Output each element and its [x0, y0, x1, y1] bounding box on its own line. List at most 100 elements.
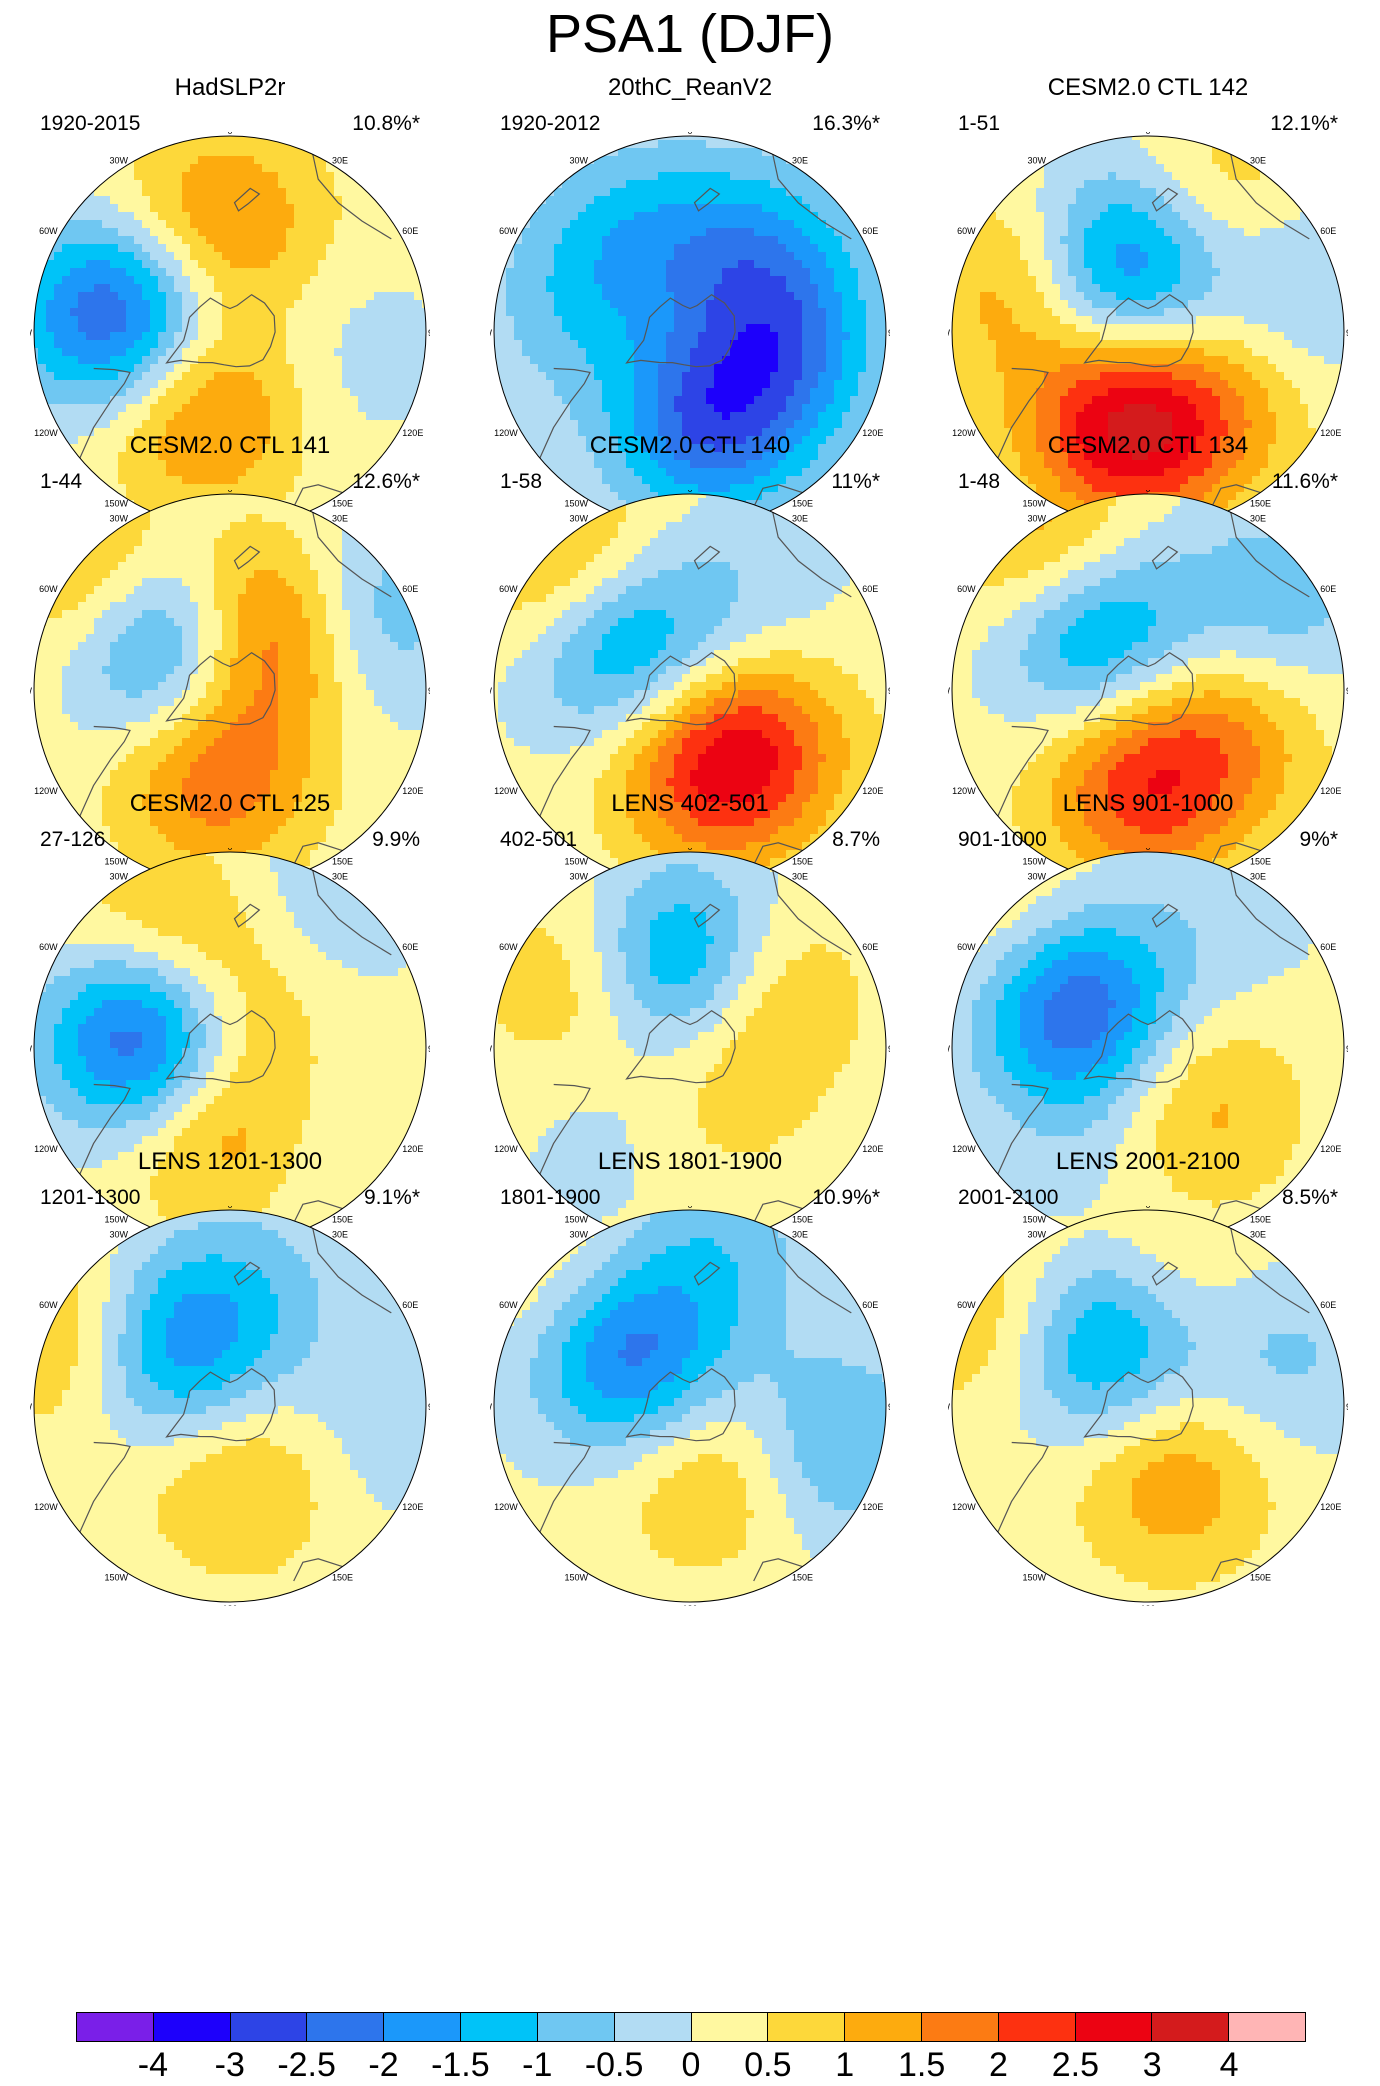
contour-cell [38, 252, 47, 261]
contour-cell [618, 148, 627, 157]
contour-cell [238, 196, 247, 205]
contour-cell [802, 388, 811, 397]
contour-cell [414, 252, 423, 261]
contour-cell [980, 276, 989, 285]
contour-cell [182, 372, 191, 381]
contour-cell [1324, 276, 1333, 285]
contour-cell [270, 172, 279, 181]
contour-cell [1076, 212, 1085, 221]
contour-cell [142, 284, 151, 293]
contour-cell [778, 172, 787, 181]
contour-cell [302, 164, 311, 173]
contour-cell [1308, 212, 1317, 221]
contour-cell [190, 324, 199, 333]
contour-cell [794, 292, 803, 301]
contour-cell [190, 260, 199, 269]
contour-cell [562, 228, 571, 237]
contour-cell [874, 284, 883, 293]
contour-cell [150, 260, 159, 269]
contour-cell [318, 380, 327, 389]
contour-cell [286, 236, 295, 245]
contour-cell [1124, 212, 1133, 221]
contour-cell [294, 188, 303, 197]
contour-cell [754, 284, 763, 293]
contour-cell [166, 420, 175, 429]
contour-cell [658, 484, 667, 493]
contour-cell [690, 220, 699, 229]
contour-cell [1228, 300, 1237, 309]
contour-cell [738, 212, 747, 221]
contour-cell [214, 140, 223, 149]
contour-cell [118, 372, 127, 381]
contour-cell [1220, 164, 1229, 173]
contour-cell [150, 284, 159, 293]
contour-cell [666, 284, 675, 293]
contour-cell [1236, 220, 1245, 229]
contour-cell [980, 284, 989, 293]
contour-cell [956, 252, 965, 261]
contour-cell [414, 372, 423, 381]
contour-cell [310, 228, 319, 237]
contour-cell [270, 284, 279, 293]
contour-cell [1012, 196, 1021, 205]
contour-cell [562, 260, 571, 269]
contour-cell [206, 260, 215, 269]
contour-cell [642, 308, 651, 317]
contour-cell [350, 316, 359, 325]
contour-cell [382, 260, 391, 269]
contour-cell [390, 372, 399, 381]
contour-cell [34, 300, 39, 309]
contour-cell [586, 420, 595, 429]
contour-cell [246, 284, 255, 293]
contour-cell [230, 196, 239, 205]
contour-cell [1100, 236, 1109, 245]
contour-cell [674, 292, 683, 301]
contour-cell [506, 324, 515, 333]
contour-cell [674, 236, 683, 245]
contour-cell [562, 476, 571, 485]
contour-cell [174, 412, 183, 421]
contour-cell [230, 428, 239, 437]
contour-cell [1092, 284, 1101, 293]
contour-cell [222, 436, 231, 445]
contour-cell [326, 476, 335, 485]
contour-cell [778, 332, 787, 341]
contour-cell [642, 396, 651, 405]
contour-cell [762, 404, 771, 413]
contour-cell [754, 468, 763, 477]
contour-cell [294, 236, 303, 245]
contour-cell [118, 292, 127, 301]
contour-cell [302, 396, 311, 405]
contour-cell [538, 212, 547, 221]
contour-cell [1292, 228, 1301, 237]
contour-cell [62, 300, 71, 309]
contour-cell [514, 252, 523, 261]
contour-cell [770, 468, 779, 477]
contour-cell [770, 252, 779, 261]
contour-cell [570, 420, 579, 429]
map-panel: CESM2.0 CTL 1421-5112.1%*030E60E90E120E1… [918, 74, 1378, 544]
contour-cell [802, 220, 811, 229]
contour-cell [34, 276, 39, 285]
contour-cell [778, 468, 787, 477]
contour-cell [562, 220, 571, 229]
contour-cell [158, 292, 167, 301]
contour-cell [1204, 196, 1213, 205]
contour-cell [762, 204, 771, 213]
contour-cell [1196, 244, 1205, 253]
contour-cell [318, 252, 327, 261]
contour-cell [166, 444, 175, 453]
contour-cell [874, 356, 883, 365]
contour-cell [406, 380, 415, 389]
contour-cell [246, 136, 255, 141]
contour-cell [1068, 252, 1077, 261]
contour-cell [310, 484, 319, 493]
contour-cell [222, 460, 231, 469]
contour-cell [254, 136, 263, 141]
contour-cell [134, 316, 143, 325]
contour-cell [650, 412, 659, 421]
contour-cell [270, 156, 279, 165]
contour-cell [746, 476, 755, 485]
contour-cell [254, 220, 263, 229]
contour-cell [94, 420, 103, 429]
